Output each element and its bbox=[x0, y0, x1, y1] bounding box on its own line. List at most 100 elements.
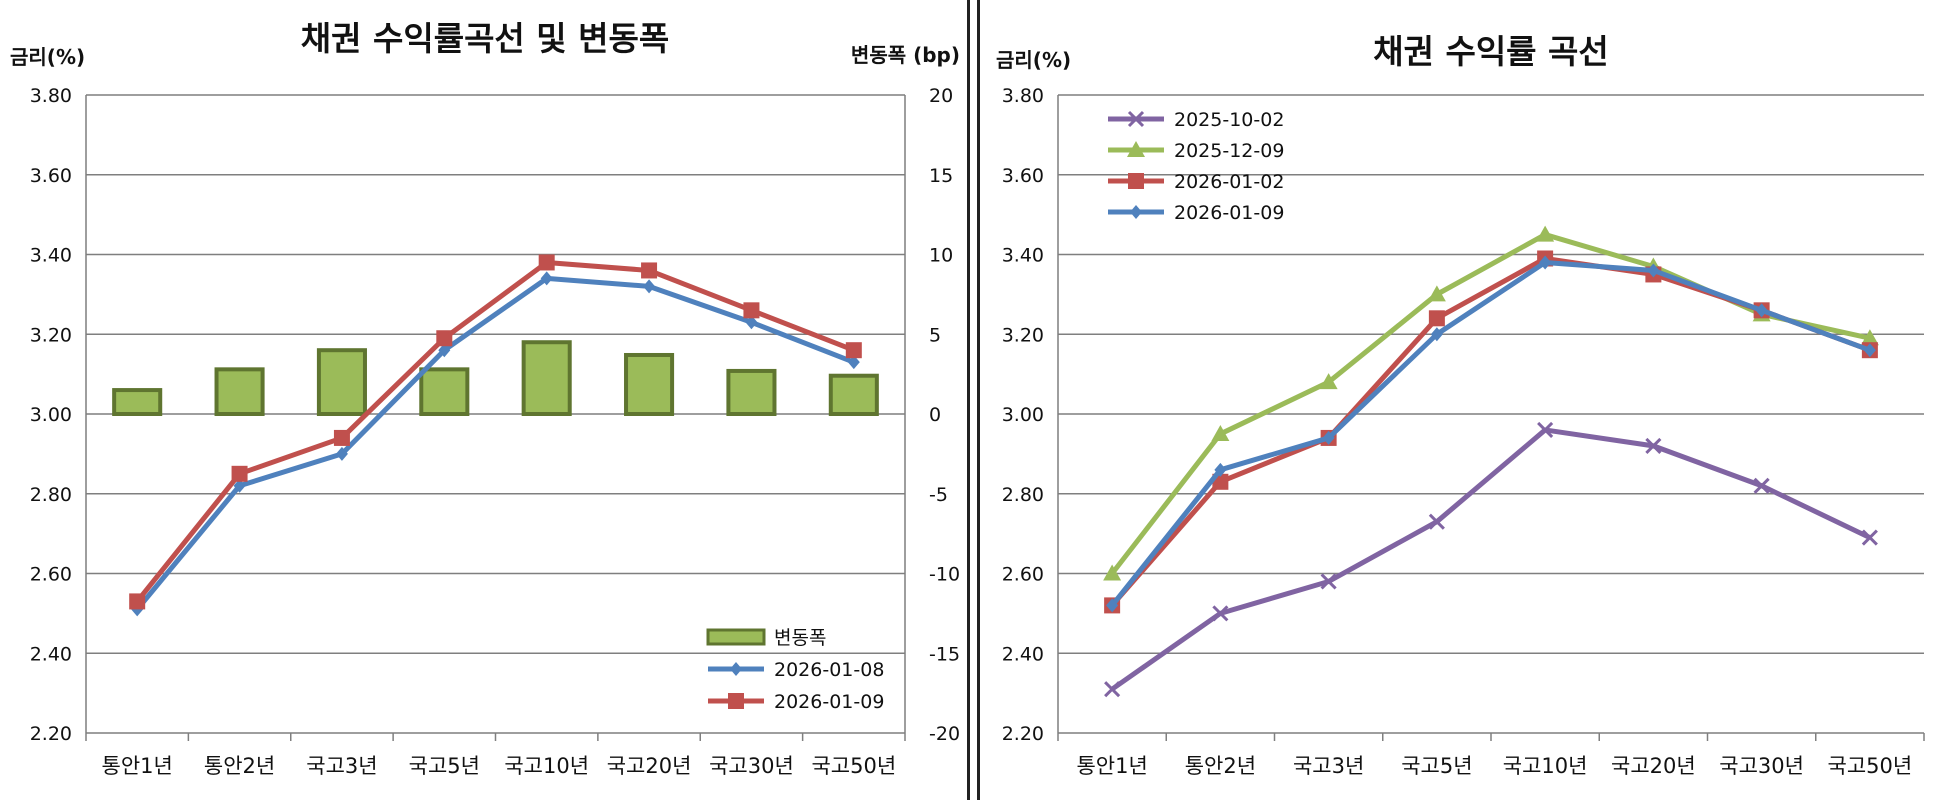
x-tick-label: 국고20년 bbox=[607, 754, 692, 778]
x-tick-label: 통안1년 bbox=[1076, 754, 1147, 778]
right-chart-panel: 채권 수익률 곡선 금리(%) 3.80 3.60 3.40 3.20 3.00 2.80… bbox=[977, 0, 1948, 800]
x-tick-label: 국고30년 bbox=[709, 754, 794, 778]
y2-tick-label: -10 bbox=[929, 564, 960, 586]
y-tick-label: 2.40 bbox=[30, 643, 72, 665]
data-point bbox=[847, 355, 860, 370]
y-tick-label: 2.60 bbox=[1002, 564, 1044, 586]
data-point bbox=[1214, 462, 1227, 477]
data-point bbox=[129, 593, 146, 610]
x-tick-label: 통안2년 bbox=[204, 754, 275, 778]
bar bbox=[214, 367, 265, 416]
legend-marker bbox=[730, 662, 742, 676]
y2-tick-label: 20 bbox=[929, 85, 953, 107]
data-point bbox=[1320, 573, 1337, 590]
x-tick-label: 통안2년 bbox=[1185, 754, 1256, 778]
bar bbox=[726, 368, 777, 416]
data-point bbox=[745, 315, 758, 330]
data-point bbox=[641, 262, 658, 279]
series-line bbox=[1110, 259, 1871, 607]
x-tick-label: 국고50년 bbox=[811, 754, 896, 778]
y-axis-label: 금리(%) bbox=[10, 45, 85, 69]
bar bbox=[828, 373, 879, 416]
x-tick-label: 국고10년 bbox=[504, 754, 589, 778]
legend-swatch bbox=[706, 628, 766, 646]
data-point bbox=[1755, 303, 1768, 318]
data-point bbox=[1319, 373, 1338, 390]
x-tick-label: 국고3년 bbox=[1293, 754, 1364, 778]
data-point bbox=[1211, 424, 1230, 441]
y-tick-label: 3.40 bbox=[30, 245, 72, 267]
y-tick-label: 2.60 bbox=[30, 564, 72, 586]
data-point bbox=[1645, 437, 1662, 454]
series-line bbox=[1110, 427, 1871, 692]
y-tick-label: 2.20 bbox=[30, 723, 72, 745]
data-point bbox=[1428, 513, 1445, 530]
data-point bbox=[1427, 285, 1446, 302]
chart-title: 채권 수익률 곡선 bbox=[1373, 32, 1609, 71]
data-point bbox=[1536, 225, 1555, 242]
left-chart-panel: 채권 수익률곡선 및 변동폭 금리(%) 변동폭 (bp) 3.80 3.60 3.… bbox=[0, 0, 970, 800]
data-point bbox=[1104, 681, 1121, 698]
bar bbox=[112, 388, 163, 417]
data-point bbox=[335, 446, 348, 461]
bar bbox=[316, 348, 367, 417]
legend-label: 2026-01-02 bbox=[1174, 171, 1284, 193]
data-point bbox=[540, 271, 553, 286]
y-tick-label: 3.20 bbox=[30, 324, 72, 346]
chart-title: 채권 수익률곡선 및 변동폭 bbox=[301, 19, 669, 58]
data-point bbox=[333, 429, 350, 446]
data-point bbox=[743, 302, 760, 319]
legend-marker bbox=[1127, 141, 1145, 157]
legend-label: 2026-01-09 bbox=[774, 691, 884, 713]
yield-curve-chart: 채권 수익률 곡선 금리(%) 3.80 3.60 3.40 3.20 3.00 2.80… bbox=[996, 32, 1925, 778]
bar bbox=[521, 340, 572, 417]
yield-curve-change-chart: 채권 수익률곡선 및 변동폭 금리(%) 변동폭 (bp) 3.80 3.60 3.… bbox=[10, 19, 960, 778]
data-point bbox=[436, 330, 453, 347]
y-axis-label: 금리(%) bbox=[996, 48, 1071, 72]
data-point bbox=[1861, 529, 1878, 546]
y-tick-label: 3.80 bbox=[30, 85, 72, 107]
legend-label: 2025-12-09 bbox=[1174, 140, 1284, 162]
bar bbox=[419, 367, 470, 416]
x-tick-label: 통안1년 bbox=[102, 754, 173, 778]
data-point bbox=[233, 478, 246, 493]
legend-marker bbox=[1127, 110, 1145, 128]
legend-label: 2025-10-02 bbox=[1174, 109, 1284, 131]
data-point bbox=[1428, 310, 1445, 327]
data-point bbox=[845, 342, 862, 359]
data-point bbox=[1103, 564, 1122, 581]
data-point bbox=[438, 343, 451, 358]
data-point bbox=[1106, 598, 1119, 613]
data-point bbox=[1430, 327, 1443, 342]
data-point bbox=[1539, 255, 1552, 270]
x-tick-label: 국고5년 bbox=[409, 754, 480, 778]
series-line bbox=[135, 259, 855, 603]
y-tick-label: 3.00 bbox=[1002, 404, 1044, 426]
data-point bbox=[1647, 263, 1660, 278]
x-tick-label: 국고50년 bbox=[1828, 754, 1913, 778]
y2-tick-label: -20 bbox=[929, 723, 960, 745]
y2-tick-label: 5 bbox=[929, 324, 941, 346]
y-tick-label: 3.00 bbox=[30, 404, 72, 426]
y2-tick-label: -5 bbox=[929, 484, 948, 506]
y-tick-label: 3.60 bbox=[30, 165, 72, 187]
legend-label: 2026-01-09 bbox=[1174, 202, 1284, 224]
data-point bbox=[1863, 343, 1876, 358]
data-point bbox=[1860, 329, 1879, 346]
legend-label: 변동폭 bbox=[774, 627, 826, 649]
data-point bbox=[1537, 421, 1554, 439]
y2-tick-label: -15 bbox=[929, 643, 960, 665]
series-line bbox=[1110, 232, 1871, 576]
y2-tick-label: 10 bbox=[929, 245, 953, 267]
x-tick-label: 국고20년 bbox=[1611, 754, 1696, 778]
data-point bbox=[1322, 430, 1335, 445]
y-tick-label: 2.80 bbox=[30, 484, 72, 506]
x-tick-label: 국고10년 bbox=[1503, 754, 1588, 778]
x-tick-label: 국고30년 bbox=[1719, 754, 1804, 778]
y-tick-label: 3.80 bbox=[1002, 85, 1044, 107]
data-point bbox=[1212, 605, 1229, 622]
x-tick-label: 국고5년 bbox=[1401, 754, 1472, 778]
y-tick-label: 2.20 bbox=[1002, 723, 1044, 745]
legend-marker bbox=[728, 693, 744, 709]
bar bbox=[624, 352, 675, 416]
